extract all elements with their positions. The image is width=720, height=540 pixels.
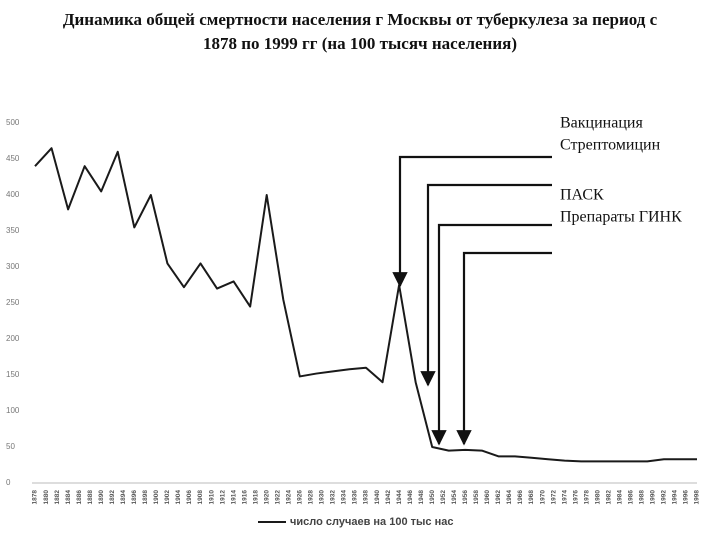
x-tick-label: 1922 [274,490,281,505]
x-tick-label: 1982 [605,490,612,505]
x-tick-label: 1916 [241,490,248,505]
x-tick-label: 1906 [186,490,193,505]
x-tick-label: 1888 [87,490,94,505]
x-tick-label: 1974 [561,490,568,505]
annotation: Стрептомицин [560,137,661,154]
y-tick-label: 500 [6,118,20,127]
x-tick-label: 1884 [65,490,72,505]
x-tick-label: 1970 [539,490,546,505]
x-tick-label: 1890 [98,490,105,505]
x-tick-label: 1984 [616,490,623,505]
x-tick-label: 1904 [175,490,182,505]
y-tick-label: 350 [6,226,20,235]
x-tick-label: 1948 [418,490,425,505]
x-tick-label: 1954 [451,490,458,505]
x-tick-label: 1998 [694,490,701,505]
chart-title: Динамика общей смертности населения г Мо… [62,10,658,53]
x-tick-label: 1920 [263,490,270,505]
y-tick-label: 150 [6,370,20,379]
x-tick-label: 1976 [572,490,579,505]
x-tick-label: 1928 [308,490,315,505]
x-tick-label: 1914 [230,490,237,505]
y-tick-label: 450 [6,154,20,163]
x-tick-label: 1894 [120,490,127,505]
arrow [392,155,552,288]
y-tick-label: 400 [6,190,20,199]
x-tick-label: 1966 [517,490,524,505]
x-tick-label: 1990 [650,490,657,505]
annotation-arrows [392,155,552,446]
x-tick-label: 1946 [407,490,414,505]
x-tick-label: 1938 [363,490,370,505]
y-tick-label: 0 [6,478,11,487]
x-tick-label: 1882 [54,490,61,505]
x-tick-label: 1968 [528,490,535,505]
x-tick-label: 1910 [208,490,215,505]
x-tick-label: 1986 [628,490,635,505]
arrow [431,223,552,446]
x-tick-label: 1988 [639,490,646,505]
y-tick-label: 200 [6,334,20,343]
x-tick-label: 1932 [330,490,337,505]
data-line [34,147,697,463]
y-tick-label: 300 [6,262,20,271]
x-tick-label: 1886 [76,490,83,505]
x-tick-label: 1960 [484,490,491,505]
x-tick-label: 1992 [661,490,668,505]
x-tick-label: 1892 [109,490,116,505]
x-tick-label: 1900 [153,490,160,505]
x-tick-label: 1896 [131,490,138,505]
x-tick-label: 1944 [396,490,403,505]
x-tick-label: 1880 [43,490,50,505]
x-tick-label: 1964 [506,490,513,505]
arrow [456,251,552,446]
x-tick-label: 1994 [672,490,679,505]
x-tick-label: 1950 [429,490,436,505]
x-tick-label: 1902 [164,490,171,505]
x-tick-label: 1898 [142,490,149,505]
arrow [420,183,552,387]
y-tick-label: 250 [6,298,20,307]
annotation: Вакцинация [560,115,643,132]
x-tick-label: 1918 [252,490,259,505]
x-tick-label: 1934 [341,490,348,505]
x-tick-label: 1942 [385,490,392,505]
x-tick-label: 1958 [473,490,480,505]
annotation: Препараты ГИНК [560,209,682,226]
x-tick-label: 1940 [374,490,381,505]
x-tick-label: 1956 [462,490,469,505]
annotation: ПАСК [560,187,604,204]
x-tick-label: 1980 [594,490,601,505]
x-tick-label: 1936 [352,490,359,505]
x-tick-label: 1924 [285,490,292,505]
x-tick-label: 1908 [197,490,204,505]
x-tick-label: 1926 [297,490,304,505]
x-tick-label: 1996 [683,490,690,505]
x-tick-label: 1978 [583,490,590,505]
x-tick-label: 1962 [495,490,502,505]
legend-label: число случаев на 100 тыс нас [290,516,453,528]
y-tick-label: 100 [6,406,20,415]
y-tick-label: 50 [6,442,15,451]
x-tick-label: 1972 [550,490,557,505]
x-tick-label: 1878 [32,490,39,505]
x-tick-label: 1952 [440,490,447,505]
x-tick-label: 1930 [319,490,326,505]
x-tick-label: 1912 [219,490,226,505]
